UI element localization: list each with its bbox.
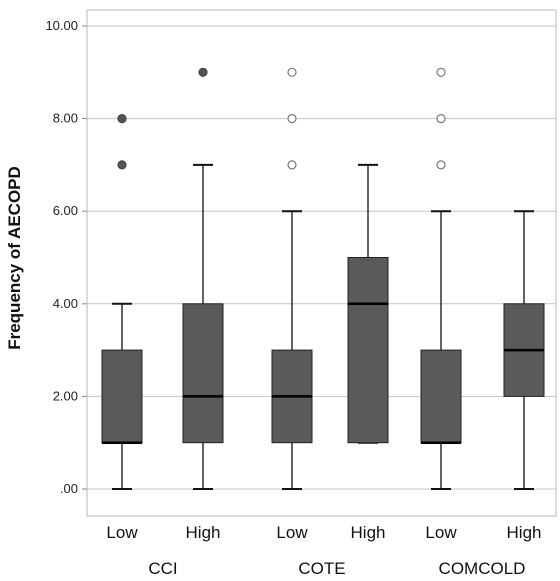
y-axis-label: Frequency of AECOPD (5, 166, 24, 350)
y-axis-ticks: .00 2.00 4.00 6.00 8.00 10.00 (45, 18, 87, 496)
category-label: Low (276, 523, 308, 542)
outlier-point (436, 67, 446, 77)
category-label: High (186, 523, 221, 542)
outlier-point (287, 160, 297, 170)
outlier-point (287, 113, 297, 124)
y-tick-label: 6.00 (53, 203, 78, 218)
box-comcold-low (420, 67, 462, 490)
category-label: High (507, 523, 542, 542)
x-axis-groups: CCI COTE COMCOLD (148, 559, 525, 578)
group-label-cote: COTE (298, 559, 345, 578)
box-cci-low (101, 113, 143, 490)
outlier-point (287, 67, 297, 77)
category-label: High (351, 523, 386, 542)
y-tick-label: 4.00 (53, 296, 78, 311)
outlier-point (436, 160, 446, 170)
category-label: Low (425, 523, 457, 542)
group-label-comcold: COMCOLD (439, 559, 526, 578)
box-iqr (347, 257, 389, 444)
outlier-point (436, 113, 446, 124)
y-tick-label: 8.00 (53, 111, 78, 126)
gridlines (86, 9, 557, 517)
box-iqr (420, 349, 462, 444)
box-cote-low (271, 67, 313, 490)
boxes (101, 67, 545, 490)
box-cote-high (347, 163, 389, 444)
plot-frame (86, 9, 557, 517)
category-label: Low (106, 523, 138, 542)
group-label-cci: CCI (148, 559, 177, 578)
outlier-point (117, 160, 127, 170)
outlier-point (198, 67, 208, 77)
box-iqr (182, 303, 224, 444)
y-tick-label: 2.00 (53, 388, 78, 403)
box-cci-high (182, 67, 224, 490)
outlier-point (117, 113, 127, 124)
box-comcold-high (503, 210, 545, 490)
box-iqr (101, 349, 143, 444)
x-axis-categories: Low High Low High Low High (106, 523, 541, 542)
y-tick-label: 10.00 (45, 18, 78, 33)
y-tick-label: .00 (60, 481, 78, 496)
